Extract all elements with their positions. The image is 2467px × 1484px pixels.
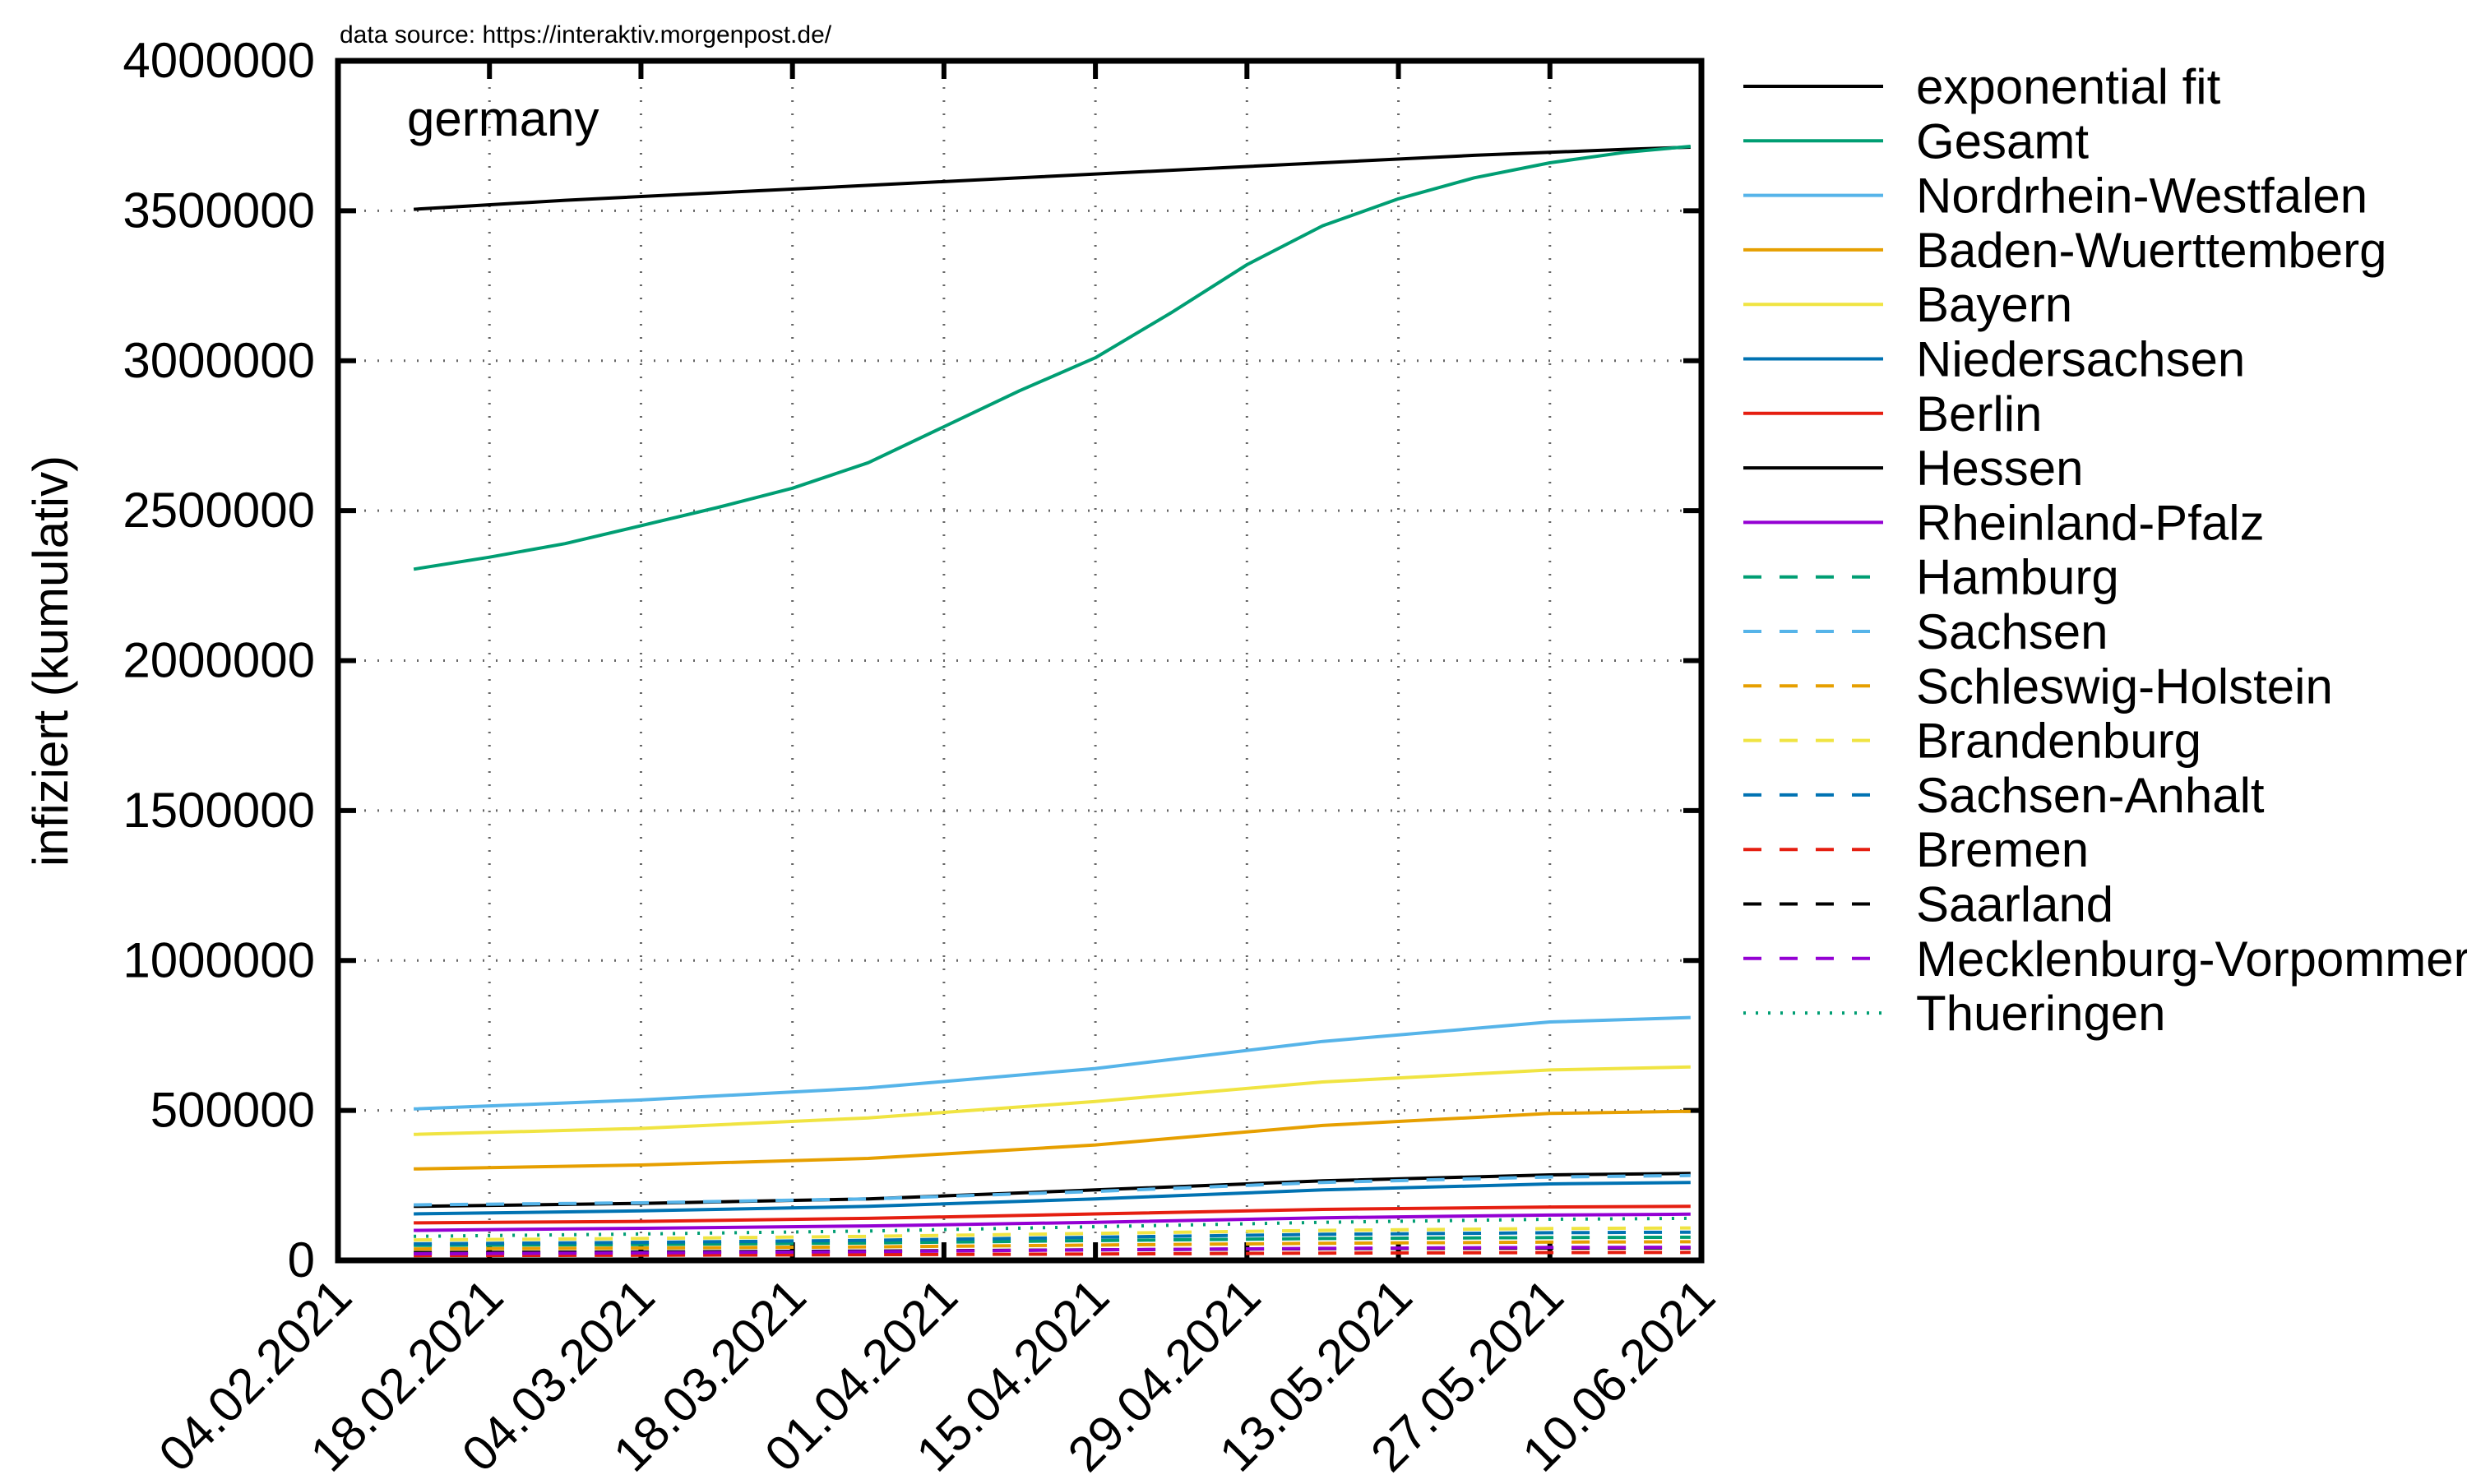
legend-label: Bremen <box>1916 822 2089 877</box>
legend-label: Nordrhein-Westfalen <box>1916 169 2367 224</box>
series-layer <box>413 145 1691 1258</box>
y-tick-label: 0 <box>288 1232 315 1288</box>
y-tick-label: 2500000 <box>123 483 315 538</box>
series-line-4 <box>414 1065 1691 1136</box>
legend-label: Niedersachsen <box>1916 332 2245 387</box>
legend: exponential fitGesamtNordrhein-Westfalen… <box>1743 59 2467 1041</box>
series-line-3 <box>414 1109 1691 1171</box>
series-line-10 <box>414 1173 1691 1207</box>
series-line-13 <box>414 1230 1691 1246</box>
chart-annotation: germany <box>407 91 599 146</box>
series-line-14 <box>414 1251 1691 1258</box>
legend-label: Schleswig-Holstein <box>1916 659 2333 714</box>
plot-frame <box>335 58 1705 1264</box>
y-tick-label: 3000000 <box>123 333 315 388</box>
series-line-6 <box>414 1204 1691 1225</box>
y-tick-label: 2000000 <box>123 633 315 688</box>
series-line-9 <box>414 1235 1691 1247</box>
legend-label: Mecklenburg-Vorpommern <box>1916 932 2467 987</box>
data-source-note: data source: https://interaktiv.morgenpo… <box>340 21 832 49</box>
series-line-17 <box>414 1216 1691 1238</box>
series-line-2 <box>414 1015 1691 1111</box>
series-line-16 <box>414 1246 1691 1255</box>
legend-label: Rheinland-Pfalz <box>1916 495 2265 550</box>
legend-label: Brandenburg <box>1916 714 2201 769</box>
legend-label: Sachsen-Anhalt <box>1916 768 2265 823</box>
legend-label: Sachsen <box>1916 604 2108 659</box>
legend-label: Saarland <box>1916 877 2113 932</box>
legend-label: Gesamt <box>1916 113 2089 169</box>
y-axis-label: infiziert (kumulativ) <box>23 455 78 867</box>
legend-label: Hamburg <box>1916 550 2119 605</box>
y-tick-label: 3500000 <box>123 183 315 238</box>
y-tick-label: 4000000 <box>123 33 315 88</box>
y-tick-label: 1500000 <box>123 783 315 838</box>
y-tick-label: 500000 <box>150 1083 315 1138</box>
series-line-5 <box>414 1181 1691 1216</box>
legend-label: Baden-Wuerttemberg <box>1916 223 2387 278</box>
legend-label: Berlin <box>1916 386 2042 442</box>
series-line-8 <box>414 1212 1691 1232</box>
series-line-11 <box>414 1240 1691 1251</box>
legend-label: Bayern <box>1916 277 2072 332</box>
legend-label: exponential fit <box>1916 59 2221 114</box>
legend-label: Hessen <box>1916 441 2083 496</box>
legend-label: Thueringen <box>1916 986 2166 1041</box>
y-tick-label: 1000000 <box>123 932 315 987</box>
series-line-0 <box>413 146 1691 211</box>
series-line-1 <box>413 145 1691 571</box>
series-line-12 <box>414 1226 1691 1242</box>
